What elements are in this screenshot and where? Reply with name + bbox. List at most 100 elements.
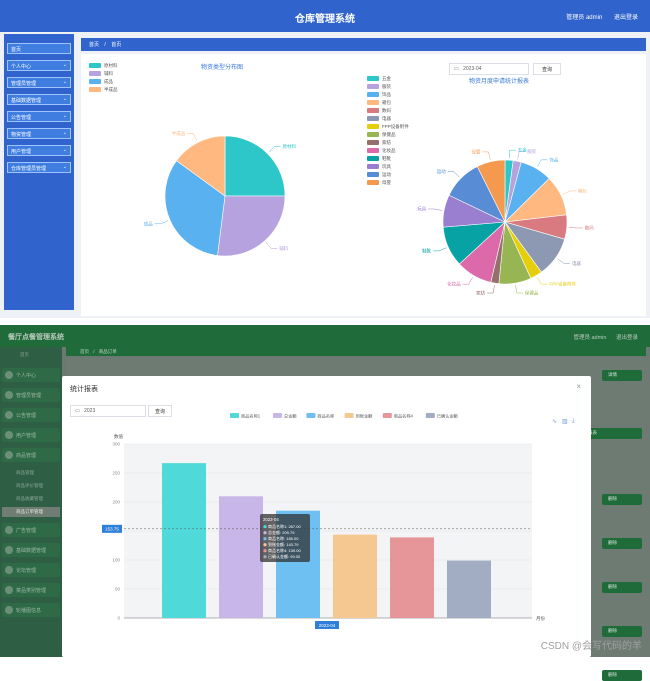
bottom-sidebar-label: 菜品类别管理 <box>16 588 47 594</box>
line-chart-icon[interactable]: ∿ <box>552 419 558 425</box>
bottom-sidebar-item-0[interactable]: 首页 <box>2 350 60 362</box>
row-action-button[interactable]: 删除 <box>602 494 642 505</box>
legend-item[interactable]: 电器 <box>367 116 391 122</box>
legend-label[interactable]: 已确认金额 <box>437 413 459 420</box>
breadcrumb-separator: / <box>104 42 106 48</box>
pie-slice[interactable] <box>224 135 286 197</box>
legend-label[interactable]: 商品名称 <box>317 413 334 420</box>
legend-item[interactable]: FPP设备附件 <box>367 124 409 130</box>
legend-item[interactable]: 饰品 <box>367 92 391 98</box>
legend-item[interactable]: 运动 <box>367 172 391 178</box>
download-icon[interactable]: ⤓ <box>572 418 575 424</box>
tooltip-row: 商品名称: 185.00 <box>268 535 299 541</box>
legend-swatch[interactable] <box>273 413 282 418</box>
modal-query-button[interactable]: 查询 <box>148 405 172 417</box>
row-action-button[interactable]: 详情 <box>602 370 642 381</box>
legend-label[interactable]: 总金额 <box>284 413 297 420</box>
bar[interactable] <box>447 560 491 618</box>
legend-item[interactable]: 数码 <box>367 108 391 114</box>
bar-chart-icon[interactable]: ▥ <box>562 419 568 425</box>
bottom-sidebar-item-11[interactable]: 基础数据管理 <box>2 543 60 557</box>
logout-link[interactable]: 退出登录 <box>613 15 638 21</box>
legend-item[interactable]: 半成品 <box>89 87 118 93</box>
bottom-breadcrumb-separator: / <box>93 349 95 354</box>
bottom-sidebar-label: 用户管理 <box>16 433 37 439</box>
pie-slice[interactable] <box>476 159 506 223</box>
legend-item[interactable]: 化妆品 <box>367 148 396 154</box>
bottom-header: 餐厅点餐管理系统 管理员 admin 退出登录 <box>0 325 650 347</box>
legend-item[interactable]: 鞋靴 <box>367 156 391 162</box>
row-action-button[interactable]: 删除 <box>602 626 642 637</box>
bar[interactable] <box>390 537 434 618</box>
year-date-input[interactable]: ▭ 2023 <box>70 405 146 417</box>
pie-label-line <box>508 149 516 159</box>
legend-item[interactable]: 成品 <box>89 79 113 85</box>
sidebar-item-3[interactable]: 基础数据管理 ⌄ <box>7 94 71 105</box>
bottom-sidebar-item-2[interactable]: 管理员管理 <box>2 388 60 402</box>
bar[interactable] <box>162 463 206 618</box>
legend-swatch[interactable] <box>306 413 316 418</box>
pie-slice[interactable] <box>164 160 226 256</box>
query-button[interactable]: 查询 <box>533 63 561 75</box>
legend-label[interactable]: 商品名称4 <box>394 413 414 420</box>
bottom-breadcrumb-home[interactable]: 首页 <box>80 349 89 354</box>
legend-label: 箱包 <box>382 100 391 105</box>
legend-item[interactable]: 母婴 <box>367 180 391 186</box>
bottom-sidebar-item-13[interactable]: 菜品类别管理 <box>2 583 60 597</box>
bottom-sidebar-item-6[interactable]: 商品管理 <box>2 468 60 478</box>
bottom-sidebar-item-12[interactable]: 论坛管理 <box>2 563 60 577</box>
legend-swatch <box>89 79 101 84</box>
row-action-button[interactable]: 删除 <box>602 670 642 681</box>
bottom-sidebar-item-5[interactable]: 商品管理 <box>2 448 60 462</box>
bottom-sidebar-item-1[interactable]: 个人中心 <box>2 368 60 382</box>
bar[interactable] <box>219 496 263 618</box>
pie-slice[interactable] <box>217 195 286 257</box>
legend-swatch <box>367 132 379 137</box>
legend-item[interactable]: 箱包 <box>367 100 391 106</box>
bottom-sidebar-item-7[interactable]: 商品评价管理 <box>2 481 60 491</box>
sidebar-item-4[interactable]: 公告管理 ⌄ <box>7 111 71 122</box>
sidebar-item-0[interactable]: 首页 <box>7 43 71 54</box>
legend-item[interactable]: 玩具 <box>367 164 391 170</box>
tooltip-row: 已确认金额: 99.00 <box>268 553 301 559</box>
bar[interactable] <box>333 534 377 618</box>
legend-item[interactable]: 家纺 <box>367 140 391 146</box>
pie-label-line <box>265 242 278 249</box>
bottom-sidebar-item-4[interactable]: 用户管理 <box>2 428 60 442</box>
legend-swatch[interactable] <box>230 413 239 418</box>
bottom-sidebar-item-14[interactable]: 轮播图信息 <box>2 603 60 617</box>
sidebar-item-1[interactable]: 个人中心 ⌄ <box>7 60 71 71</box>
menu-icon <box>5 411 13 419</box>
row-action-button[interactable]: 删除 <box>602 582 642 593</box>
legend-item[interactable]: 原材料 <box>89 63 118 69</box>
bottom-sidebar-item-10[interactable]: 广告管理 <box>2 523 60 537</box>
close-icon[interactable]: × <box>576 382 581 391</box>
breadcrumb-home[interactable]: 首页 <box>89 42 100 48</box>
bottom-sidebar-item-9[interactable]: 商品订单管理 <box>2 507 60 517</box>
pie-label-line <box>487 285 495 294</box>
legend-swatch[interactable] <box>344 413 354 418</box>
pie-label: 箱包 <box>578 187 587 194</box>
legend-label[interactable]: 到账金额 <box>356 413 374 420</box>
legend-item[interactable]: 辅料 <box>89 71 113 77</box>
sidebar-item-label: 首页 <box>11 47 22 53</box>
pie-slice[interactable] <box>176 135 226 197</box>
legend-label: 保健品 <box>382 132 396 137</box>
row-action-button[interactable]: 删除 <box>602 538 642 549</box>
legend-label[interactable]: 商品名称1 <box>241 413 261 420</box>
sidebar-item-5[interactable]: 物资管理 ⌄ <box>7 128 71 139</box>
row-action-button[interactable]: 报表 <box>582 428 642 439</box>
bottom-sidebar-item-8[interactable]: 商品收藏管理 <box>2 494 60 504</box>
sidebar-item-6[interactable]: 用户管理 ⌄ <box>7 145 71 156</box>
legend-swatch[interactable] <box>382 413 392 418</box>
legend-item[interactable]: 保健品 <box>367 132 396 138</box>
chevron-down-icon: ⌄ <box>62 130 67 136</box>
legend-item[interactable]: 五金 <box>367 76 391 82</box>
sidebar-item-2[interactable]: 管理员管理 ⌄ <box>7 77 71 88</box>
bottom-sidebar-item-3[interactable]: 公告管理 <box>2 408 60 422</box>
legend-item[interactable]: 服装 <box>367 84 391 90</box>
sidebar-item-7[interactable]: 仓库管理员管理 ⌄ <box>7 162 71 173</box>
month-date-input[interactable]: ▭ 2023-04 <box>449 63 529 75</box>
bottom-logout-link[interactable]: 退出登录 <box>615 335 638 341</box>
legend-swatch[interactable] <box>425 413 435 418</box>
